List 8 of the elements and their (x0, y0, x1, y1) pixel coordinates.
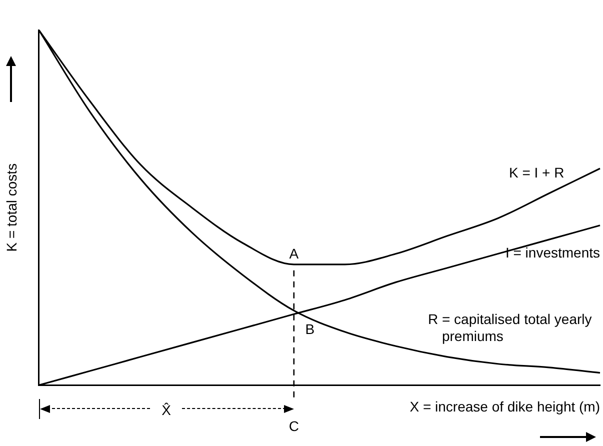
text: X̂ (162, 402, 172, 418)
series-label: K = I + R (508, 164, 564, 180)
annotation: A (289, 245, 300, 262)
text: C (288, 418, 299, 434)
annotation: B (305, 321, 315, 338)
x-axis-title: X = increase of dike height (m) (410, 398, 600, 414)
series-label: R = capitalised total yearly premiums (428, 310, 592, 344)
y-axis-title: K = total costs (3, 163, 20, 252)
